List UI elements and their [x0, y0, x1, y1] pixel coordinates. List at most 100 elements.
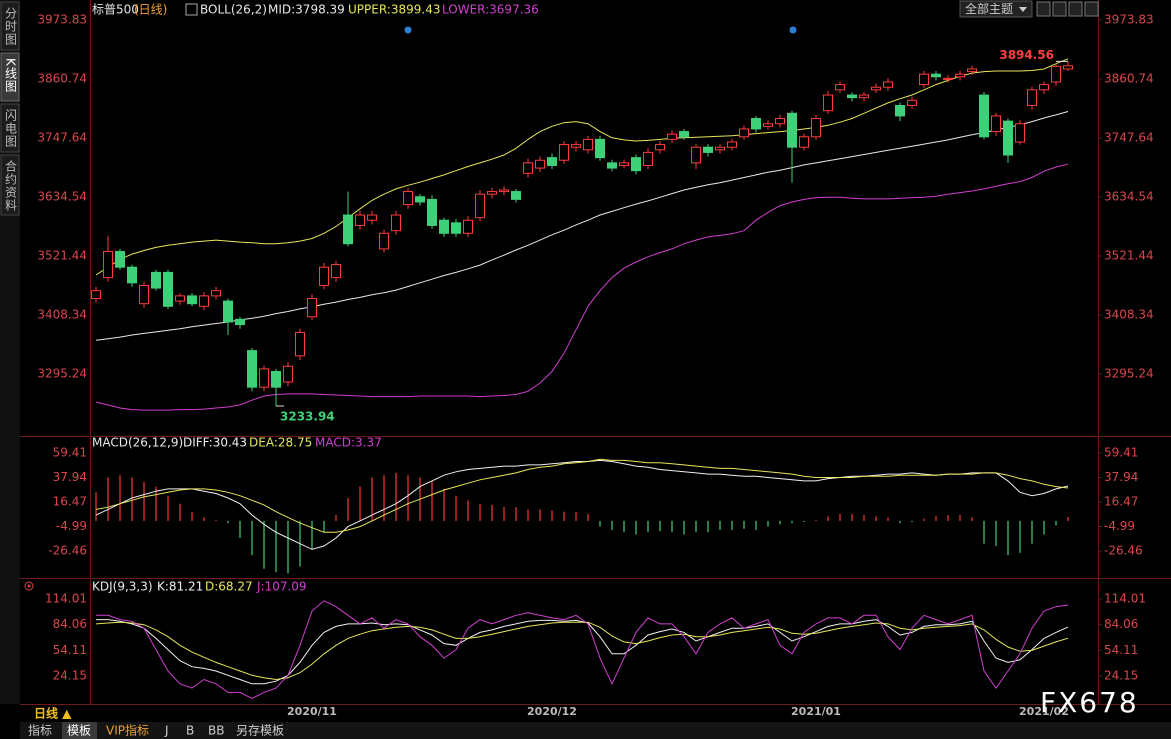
tab[interactable]	[0, 154, 20, 216]
indicator-line	[95, 58, 1069, 276]
candle-body	[643, 151, 653, 166]
period-button[interactable]: 日线 ▲	[34, 706, 72, 721]
tab-label[interactable]: 闪电图	[4, 109, 18, 148]
tool-button[interactable]	[1052, 1, 1067, 17]
legend-item: UPPER:3899.43	[348, 3, 440, 17]
tab-active[interactable]	[0, 52, 20, 102]
candle-body	[775, 118, 785, 125]
event-marker[interactable]	[789, 26, 797, 34]
y-tick-label: 3521.44	[37, 249, 87, 263]
candle-body	[259, 368, 269, 388]
candle-body	[331, 264, 341, 279]
tab-label[interactable]: 分时图	[4, 7, 18, 46]
candle-body	[103, 251, 113, 279]
candle-body	[499, 189, 509, 193]
toolbar-item[interactable]: BB	[208, 724, 224, 738]
candle-body	[319, 266, 329, 286]
candle-body	[907, 99, 917, 106]
x-tick-label: 2020/12	[527, 705, 577, 718]
toolbar-item[interactable]: 指标	[28, 723, 52, 738]
candle-body	[295, 331, 305, 357]
event-marker[interactable]	[404, 26, 412, 34]
legend-item: LOWER:3697.36	[442, 3, 539, 17]
tool-button[interactable]	[1084, 1, 1099, 17]
y-tick-label: 84.06	[1104, 617, 1138, 631]
candle-body	[967, 68, 977, 73]
candle-body	[475, 193, 485, 219]
candle-body	[1039, 84, 1049, 91]
tool-button[interactable]	[1068, 1, 1083, 17]
y-tick-label: 16.47	[53, 495, 87, 509]
candle-body	[955, 73, 965, 78]
y-tick-label: -26.46	[48, 544, 87, 558]
candle-body	[379, 232, 389, 250]
candle-body	[307, 297, 317, 318]
candle-body	[703, 146, 713, 153]
candle-body	[367, 214, 377, 221]
tab[interactable]	[0, 1, 20, 51]
candle-body	[835, 84, 845, 91]
theme-select-label[interactable]: 全部主题	[965, 1, 1013, 16]
candle-body	[943, 77, 953, 80]
settings-icon[interactable]	[24, 581, 34, 591]
tab-label[interactable]: K线图	[4, 58, 18, 93]
toolbar-item[interactable]: 模板	[67, 724, 91, 738]
candle-body	[343, 214, 353, 245]
min-label: 3233.94	[280, 409, 335, 423]
x-tick-label: 2021/02	[1019, 705, 1069, 718]
tab-label[interactable]: 合约资料	[4, 159, 18, 212]
candle-body	[187, 295, 197, 305]
watermark: FX678	[1040, 686, 1139, 719]
candle-body	[91, 290, 101, 299]
candle-body	[391, 214, 401, 232]
y-tick-label: 3634.54	[37, 190, 87, 204]
candle-body	[451, 222, 461, 234]
indicator-line	[95, 621, 1069, 681]
candle-body	[427, 198, 437, 226]
candle-body	[655, 144, 665, 151]
candle-body	[403, 191, 413, 206]
candle-body	[511, 191, 521, 200]
candle-body	[1015, 123, 1025, 143]
candle-body	[115, 251, 125, 268]
candle-body	[919, 73, 929, 86]
candle-body	[607, 162, 617, 169]
theme-select[interactable]	[959, 0, 1033, 18]
candle-body	[991, 115, 1001, 133]
candle-body	[163, 271, 173, 307]
candle-body	[883, 81, 893, 88]
candle-body	[439, 219, 449, 234]
toolbar-item[interactable]: B	[186, 724, 194, 738]
candle-body	[979, 94, 989, 138]
settings-icon-dot	[27, 584, 31, 588]
candle-body	[619, 162, 629, 166]
tool-button[interactable]	[1036, 1, 1051, 17]
candle-body	[859, 94, 869, 99]
candle-body	[895, 104, 905, 117]
x-tick-label: 2021/01	[791, 705, 841, 718]
toolbar-item[interactable]: J	[164, 724, 169, 738]
indicator-icon[interactable]	[185, 3, 198, 16]
y-tick-label: 24.15	[1104, 668, 1138, 682]
y-tick-label: -4.99	[56, 519, 87, 533]
y-tick-label: 3973.83	[37, 13, 87, 27]
toolbar-active	[62, 722, 97, 739]
candle-body	[271, 371, 281, 388]
candle-body	[463, 219, 473, 234]
y-tick-label: 3295.24	[37, 366, 87, 380]
toolbar-item[interactable]: VIP指标	[106, 723, 149, 738]
tab[interactable]	[0, 103, 20, 153]
candle-body	[523, 162, 533, 174]
y-tick-label: 16.47	[1104, 495, 1138, 509]
toolbar	[20, 722, 1171, 739]
candle-body	[751, 118, 761, 130]
toolbar-item[interactable]: 另存模板	[236, 724, 284, 738]
candle-body	[1027, 89, 1037, 106]
y-tick-label: 3295.24	[1104, 366, 1154, 380]
candle-body	[595, 138, 605, 159]
x-tick-label: 2020/11	[287, 705, 337, 718]
legend-item: J:107.09	[256, 580, 307, 594]
candle-body	[739, 128, 749, 138]
y-tick-label: 3408.34	[1104, 308, 1154, 322]
